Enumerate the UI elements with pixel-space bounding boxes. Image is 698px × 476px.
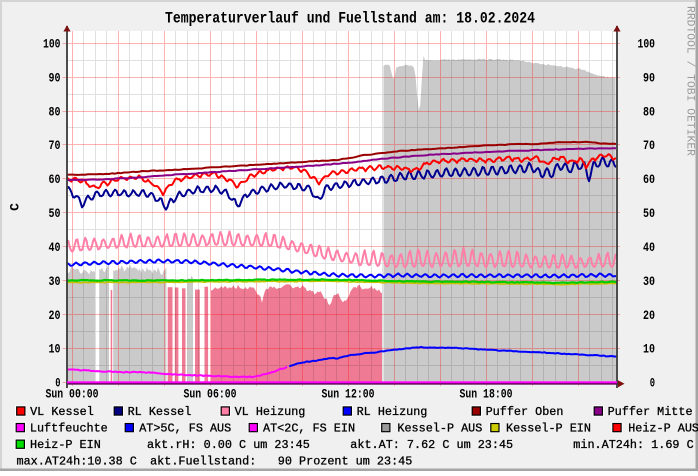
svg-text:Kessel-P EIN: Kessel-P EIN [506, 421, 591, 435]
svg-text:30: 30 [643, 274, 655, 289]
svg-text:100: 100 [43, 37, 61, 52]
svg-text:100: 100 [638, 37, 656, 52]
svg-text:90: 90 [643, 70, 655, 85]
svg-text:50: 50 [643, 206, 655, 221]
svg-text:20: 20 [643, 308, 655, 323]
svg-text:80: 80 [49, 104, 61, 119]
svg-text:RRDTOOL / TOBI OETIKER: RRDTOOL / TOBI OETIKER [684, 6, 696, 156]
svg-text:40: 40 [643, 240, 655, 255]
svg-text:Sun 12:00: Sun 12:00 [322, 387, 375, 402]
svg-text:akt.AT: 7.62 C um 23:45: akt.AT: 7.62 C um 23:45 [350, 438, 513, 452]
svg-text:Heiz-P AUS: Heiz-P AUS [628, 421, 698, 435]
svg-text:60: 60 [643, 172, 655, 187]
svg-text:VL Kessel: VL Kessel [30, 405, 94, 419]
svg-text:Puffer Mitte: Puffer Mitte [608, 405, 693, 419]
svg-text:20: 20 [49, 308, 61, 323]
svg-text:Sun 06:00: Sun 06:00 [184, 387, 237, 402]
svg-text:10: 10 [643, 342, 655, 357]
svg-text:70: 70 [643, 138, 655, 153]
svg-text:70: 70 [49, 138, 61, 153]
svg-text:Puffer Oben: Puffer Oben [486, 405, 564, 419]
svg-text:10: 10 [49, 342, 61, 357]
svg-text:90 Prozent um 23:45: 90 Prozent um 23:45 [278, 455, 413, 469]
svg-text:AT>5C, FS AUS: AT>5C, FS AUS [139, 421, 231, 435]
svg-text:C: C [7, 203, 22, 211]
svg-text:30: 30 [49, 274, 61, 289]
svg-text:90: 90 [49, 70, 61, 85]
svg-text:40: 40 [49, 240, 61, 255]
svg-text:0: 0 [650, 376, 655, 391]
svg-text:RL Heizung: RL Heizung [357, 405, 428, 419]
svg-text:akt.Fuellstand:: akt.Fuellstand: [150, 455, 256, 469]
svg-text:akt.rH: 0.00 C um 23:45: akt.rH: 0.00 C um 23:45 [147, 438, 310, 452]
svg-text:80: 80 [643, 104, 655, 119]
svg-text:50: 50 [49, 206, 61, 221]
svg-text:Sun 00:00: Sun 00:00 [46, 387, 99, 402]
svg-text:AT<2C, FS EIN: AT<2C, FS EIN [263, 421, 355, 435]
svg-text:Heiz-P EIN: Heiz-P EIN [30, 438, 101, 452]
svg-text:Sun 18:00: Sun 18:00 [460, 387, 513, 402]
svg-text:Luftfeuchte: Luftfeuchte [30, 421, 108, 435]
svg-text:Temperaturverlauf und Fuellsta: Temperaturverlauf und Fuellstand am: 18.… [165, 9, 535, 27]
svg-text:max.AT24h:10.38 C: max.AT24h:10.38 C [17, 455, 137, 469]
svg-text:min.AT24h: 1.69 C: min.AT24h: 1.69 C [573, 438, 693, 452]
svg-text:60: 60 [49, 172, 61, 187]
svg-text:VL Heizung: VL Heizung [235, 405, 306, 419]
svg-text:Kessel-P AUS: Kessel-P AUS [397, 421, 482, 435]
svg-text:RL Kessel: RL Kessel [128, 405, 192, 419]
